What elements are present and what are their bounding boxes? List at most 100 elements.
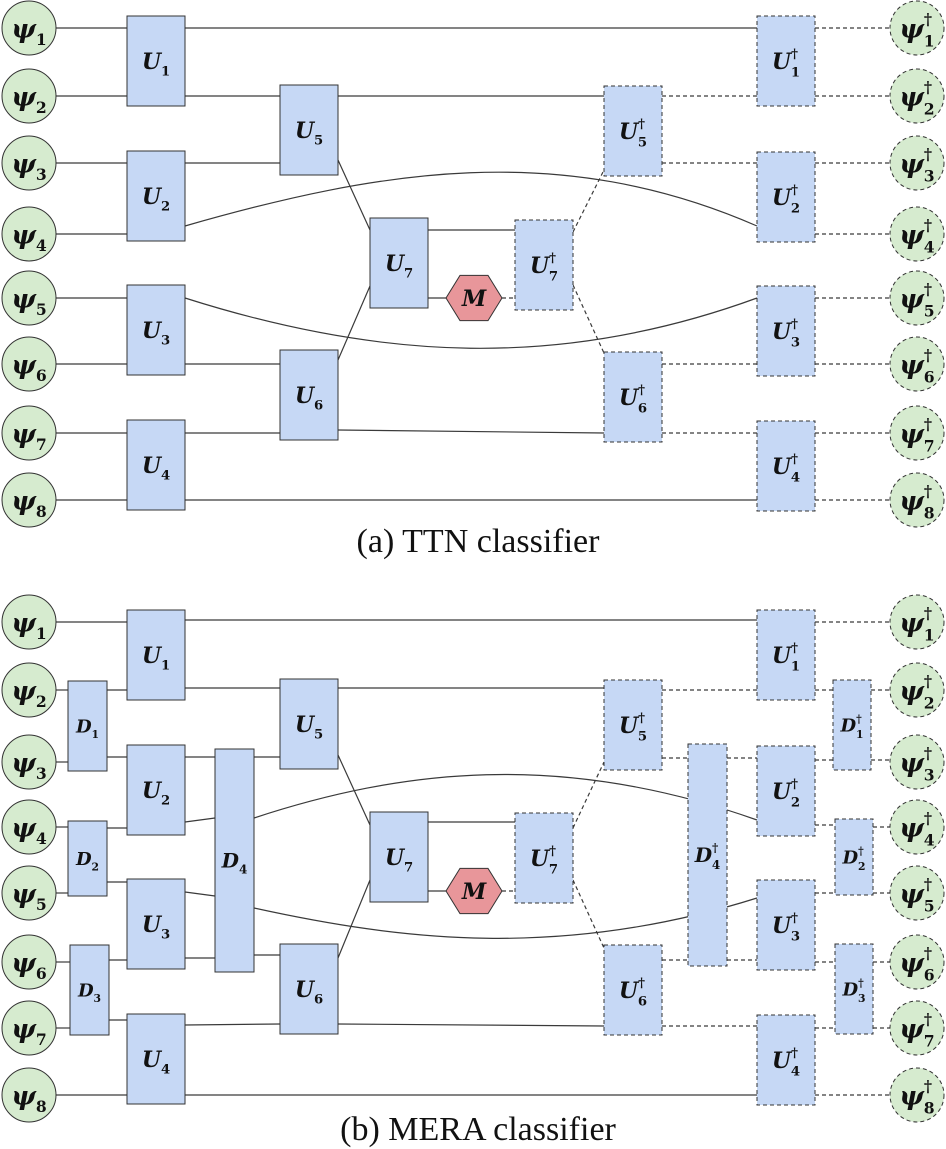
gate-u7 <box>369 217 429 309</box>
gate-label-d1: D1 <box>75 716 99 740</box>
gate-u4 <box>126 419 186 511</box>
mera-output-label-2: ψ† 2 <box>899 671 934 712</box>
mera-output-1 <box>889 594 945 650</box>
mera-measure-label: M <box>461 879 487 905</box>
ttn-measure <box>445 274 503 322</box>
ttn-output-label-1: ψ† 1 <box>899 9 934 50</box>
ttn-wire <box>572 169 605 233</box>
ttn-input-label-1: ψ1 <box>11 14 46 49</box>
gate-d3d <box>834 943 874 1035</box>
mera-input-7 <box>1 1000 57 1056</box>
gate-u1 <box>126 15 186 107</box>
mera-input-label-5: ψ5 <box>11 879 46 914</box>
mera-output-label-5: ψ† 5 <box>899 874 934 915</box>
ttn-input-3 <box>1 135 57 191</box>
gate-u2 <box>126 150 186 242</box>
gate-u3d <box>756 879 816 971</box>
gate-label-d4d: D† 4 <box>694 841 721 872</box>
mera-input-3 <box>1 734 57 790</box>
gate-u1 <box>126 609 186 701</box>
gate-u7d <box>514 219 574 311</box>
ttn-wire <box>337 285 371 361</box>
gate-label-u7d: U† 7 <box>530 251 558 285</box>
gate-label-u5d: U† 5 <box>619 117 647 151</box>
mera-input-label-2: ψ2 <box>11 676 46 711</box>
gate-u3 <box>126 878 186 970</box>
ttn-output-5 <box>889 270 945 326</box>
ttn-wire <box>184 297 758 349</box>
ttn-output-7 <box>889 405 945 461</box>
gate-u1d <box>756 15 816 107</box>
mera-wire <box>253 897 758 939</box>
gate-u5 <box>279 678 339 770</box>
gate-label-u5d: U† 5 <box>619 711 647 745</box>
ttn-input-4 <box>1 206 57 262</box>
mera-input-5 <box>1 865 57 921</box>
mera-output-label-4: ψ† 4 <box>899 808 934 849</box>
ttn-output-3 <box>889 135 945 191</box>
gate-label-d3d: D† 3 <box>841 976 865 1004</box>
mera-input-2 <box>1 662 57 718</box>
ttn-input-label-8: ψ8 <box>11 486 46 521</box>
gate-label-u2d: U† 2 <box>772 777 800 811</box>
gate-u4 <box>126 1013 186 1105</box>
ttn-wire <box>572 284 605 354</box>
labels: U1 U2 U3 U4 U5 U6 U7 M U† 7 U† 5 U† 6 U† 1 U† 2 U† 3 U† 4 ψ1 ψ†… <box>11 9 934 1117</box>
ttn-input-7 <box>1 405 57 461</box>
mera-input-label-1: ψ1 <box>11 608 46 643</box>
ttn-input-8 <box>1 472 57 528</box>
gate-u6d <box>603 351 663 443</box>
gate-label-u2: U2 <box>142 778 170 809</box>
mera-output-7 <box>889 1000 945 1056</box>
mera-input-6 <box>1 934 57 990</box>
mera-output-label-7: ψ† 7 <box>899 1009 934 1050</box>
gate-d1d <box>832 679 872 771</box>
gate-label-u4d: U† 4 <box>772 452 800 486</box>
ttn-output-label-3: ψ† 3 <box>899 144 934 185</box>
ttn-input-label-4: ψ4 <box>11 220 46 255</box>
mera-input-4 <box>1 799 57 855</box>
gate-u2d <box>756 151 816 243</box>
gate-u5d <box>603 85 663 177</box>
ttn-measure-label: M <box>461 286 487 312</box>
gate-u4d <box>756 1014 816 1106</box>
gate-u7d <box>514 812 574 904</box>
ttn-output-label-5: ψ† 5 <box>899 279 934 320</box>
gate-label-u3: U3 <box>142 912 170 943</box>
gate-label-u6d: U† 6 <box>619 976 647 1010</box>
mera-input-label-3: ψ3 <box>11 748 46 783</box>
gate-label-u4d: U† 4 <box>772 1046 800 1080</box>
ttn-input-label-7: ψ7 <box>11 419 46 454</box>
mera-output-8 <box>889 1067 945 1123</box>
gate-label-u6: U6 <box>295 977 323 1008</box>
ttn-input-label-6: ψ6 <box>11 350 46 385</box>
ttn-output-label-4: ψ† 4 <box>899 215 934 256</box>
mera-wire <box>184 817 216 823</box>
gate-u6 <box>279 349 339 441</box>
gate-label-u6: U6 <box>295 383 323 414</box>
ttn-output-6 <box>889 336 945 392</box>
gate-label-d1d: D† 1 <box>839 712 863 740</box>
gate-d1 <box>67 680 108 772</box>
gate-u3 <box>126 284 186 376</box>
gate-u5 <box>279 84 339 176</box>
gate-label-u5: U5 <box>295 712 323 743</box>
gate-label-u6d: U† 6 <box>619 383 647 417</box>
gate-u3d <box>756 285 816 377</box>
mera-measure <box>445 867 503 915</box>
gate-d4d <box>687 743 728 967</box>
ttn-input-5 <box>1 270 57 326</box>
gate-u5d <box>603 679 663 771</box>
mera-output-4 <box>889 799 945 855</box>
mera-output-2 <box>889 662 945 718</box>
mera-wire <box>184 1023 281 1026</box>
ttn-wire <box>337 159 371 231</box>
gate-label-d4: D4 <box>221 849 248 877</box>
gate-u6d <box>603 944 663 1036</box>
gate-u1d <box>756 609 816 701</box>
mera-input-label-7: ψ7 <box>11 1014 46 1049</box>
gate-u7 <box>369 811 429 903</box>
ttn-input-2 <box>1 68 57 124</box>
mera-output-label-8: ψ† 8 <box>899 1076 934 1117</box>
gate-label-u5: U5 <box>295 118 323 149</box>
